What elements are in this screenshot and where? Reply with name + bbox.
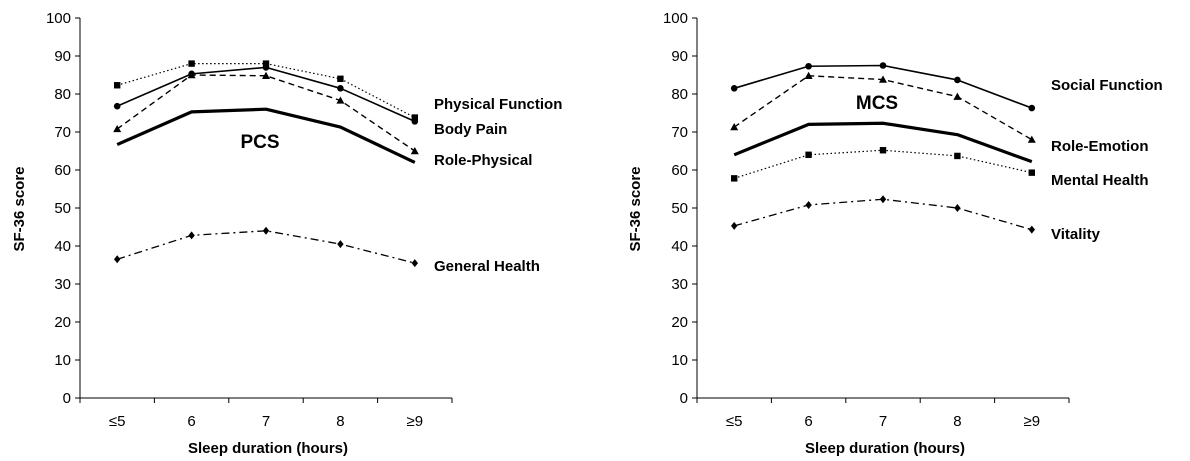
mcs-point-social-function xyxy=(805,62,812,70)
mcs-point-vitality xyxy=(954,204,961,212)
mcs-label-social-function: Social Function xyxy=(1051,77,1163,94)
mcs-label-vitality: Vitality xyxy=(1051,226,1101,243)
mcs-y-tick-label: 80 xyxy=(671,86,688,103)
pcs-y-tick-label: 60 xyxy=(54,162,71,179)
mcs-point-mental-health xyxy=(805,151,812,158)
mcs-y-axis-title: SF-36 score xyxy=(627,166,644,251)
pcs-x-tick-label: ≤5 xyxy=(109,413,126,430)
pcs-y-tick-label: 40 xyxy=(54,238,71,255)
mcs-point-vitality xyxy=(805,200,812,209)
pcs-x-tick-label: ≥9 xyxy=(407,413,424,430)
pcs-chart-panel: SF-36 score Sleep duration (hours) PCS 0… xyxy=(11,10,562,457)
mcs-point-social-function xyxy=(954,76,961,84)
pcs-y-axis-title: SF-36 score xyxy=(11,166,28,251)
pcs-x-axis-title: Sleep duration (hours) xyxy=(188,440,348,457)
mcs-point-mental-health xyxy=(1028,169,1035,176)
mcs-point-role-emotion xyxy=(730,123,739,131)
pcs-point-role-physical xyxy=(262,71,270,79)
mcs-x-tick-label: 6 xyxy=(804,413,812,430)
mcs-y-tick-label: 100 xyxy=(663,10,688,27)
mcs-series-line-summary xyxy=(733,121,1033,164)
pcs-y-tick-label: 100 xyxy=(46,10,71,27)
pcs-y-tick-label: 30 xyxy=(54,276,71,293)
mcs-x-axis-title: Sleep duration (hours) xyxy=(805,440,965,457)
pcs-y-tick-label: 0 xyxy=(63,390,71,407)
pcs-x-tick-label: 8 xyxy=(336,413,344,430)
mcs-x-tick-label: ≤5 xyxy=(726,413,743,430)
mcs-x-tick-label: 8 xyxy=(953,413,961,430)
pcs-panel-title: PCS xyxy=(240,132,279,153)
mcs-y-tick-label: 0 xyxy=(680,390,688,407)
pcs-series-layer xyxy=(113,60,419,268)
pcs-point-general-health xyxy=(337,240,344,249)
pcs-label-general-health: General Health xyxy=(434,258,540,275)
pcs-point-role-physical xyxy=(113,124,122,133)
pcs-point-physical-function xyxy=(262,60,270,67)
pcs-x-tick-label: 6 xyxy=(187,413,195,430)
pcs-point-role-physical xyxy=(187,71,196,79)
pcs-point-general-health xyxy=(188,231,195,240)
pcs-series-line-role-physical xyxy=(116,74,416,152)
pcs-point-physical-function xyxy=(411,114,418,121)
mcs-series-layer xyxy=(730,62,1036,234)
mcs-y-tick-label: 90 xyxy=(671,48,688,65)
mcs-point-mental-health xyxy=(879,147,887,154)
pcs-point-physical-function xyxy=(337,75,344,82)
mcs-chart-panel: SF-36 score Sleep duration (hours) MCS 0… xyxy=(627,10,1163,457)
pcs-y-tick-label: 20 xyxy=(54,314,71,331)
pcs-point-role-physical xyxy=(336,96,345,104)
pcs-series-line-summary xyxy=(116,107,416,164)
pcs-label-role-physical: Role-Physical xyxy=(434,152,532,169)
pcs-point-body-pain xyxy=(262,64,270,71)
pcs-x-tick-label: 7 xyxy=(262,413,270,430)
mcs-label-mental-health: Mental Health xyxy=(1051,172,1149,189)
mcs-point-mental-health xyxy=(731,175,738,182)
pcs-point-physical-function xyxy=(188,60,195,67)
mcs-point-vitality xyxy=(879,195,887,204)
pcs-point-role-physical xyxy=(410,147,419,155)
pcs-point-general-health xyxy=(411,259,418,268)
mcs-x-tick-label: 7 xyxy=(879,413,887,430)
mcs-y-tick-label: 50 xyxy=(671,200,688,217)
pcs-series-line-general-health xyxy=(117,230,415,264)
pcs-y-tick-label: 10 xyxy=(54,352,71,369)
pcs-y-tick-label: 50 xyxy=(54,200,71,217)
pcs-point-general-health xyxy=(114,255,121,264)
pcs-y-tick-label: 80 xyxy=(54,86,71,103)
mcs-point-role-emotion xyxy=(953,92,962,100)
pcs-label-body-pain: Body Pain xyxy=(434,121,507,138)
mcs-point-vitality xyxy=(731,221,738,230)
mcs-y-tick-label: 60 xyxy=(671,162,688,179)
mcs-y-tick-label: 70 xyxy=(671,124,688,141)
mcs-point-social-function xyxy=(730,85,738,92)
mcs-series-line-vitality xyxy=(734,198,1032,231)
mcs-x-tick-label: ≥9 xyxy=(1024,413,1041,430)
mcs-label-role-emotion: Role-Emotion xyxy=(1051,138,1149,155)
mcs-point-role-emotion xyxy=(1027,135,1036,143)
pcs-point-body-pain xyxy=(337,85,344,92)
mcs-tick-layer: 0 10 20 30 40 50 60 70 80 90 100 ≤5 6 7 8 ≥9 xyxy=(663,10,1070,430)
pcs-point-physical-function xyxy=(114,82,121,89)
mcs-y-tick-label: 10 xyxy=(671,352,688,369)
pcs-point-body-pain xyxy=(113,102,121,110)
mcs-y-tick-label: 20 xyxy=(671,314,688,331)
mcs-point-social-function xyxy=(1028,104,1036,112)
pcs-point-general-health xyxy=(262,226,270,235)
mcs-y-tick-label: 30 xyxy=(671,276,688,293)
mcs-panel-title: MCS xyxy=(856,93,898,114)
mcs-point-mental-health xyxy=(954,152,961,160)
mcs-point-role-emotion xyxy=(879,75,887,83)
mcs-point-social-function xyxy=(879,62,887,69)
mcs-point-vitality xyxy=(1028,225,1035,234)
pcs-y-tick-label: 90 xyxy=(54,48,71,65)
pcs-label-physical-function: Physical Function xyxy=(434,96,562,113)
mcs-y-tick-label: 40 xyxy=(671,238,688,255)
pcs-tick-layer: 0 10 20 30 40 50 60 70 80 90 100 ≤5 6 7 8 ≥9 xyxy=(46,10,453,430)
pcs-y-tick-label: 70 xyxy=(54,124,71,141)
mcs-series-line-mental-health xyxy=(734,149,1032,179)
mcs-point-role-emotion xyxy=(804,71,813,79)
pcs-point-body-pain xyxy=(411,118,419,125)
